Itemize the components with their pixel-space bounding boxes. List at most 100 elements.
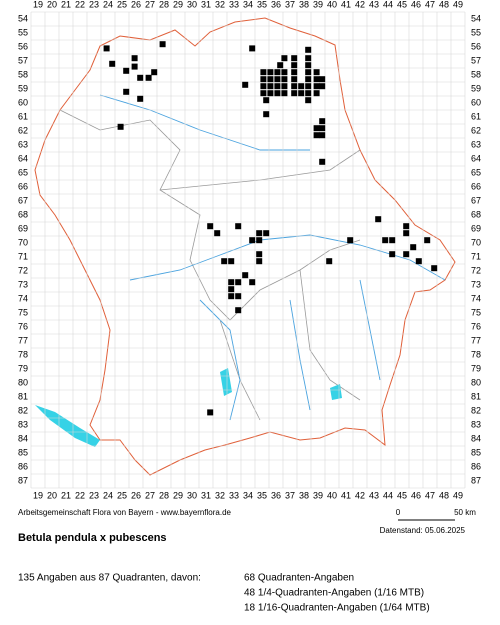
- row-label: 83: [18, 419, 28, 429]
- row-label: 83: [471, 419, 481, 429]
- occurrence: [305, 69, 312, 76]
- row-label: 62: [471, 125, 481, 135]
- occurrence: [291, 55, 298, 62]
- occurrence: [313, 83, 320, 90]
- occurrence: [123, 88, 130, 95]
- occurrence: [291, 69, 298, 76]
- occurrence: [319, 118, 326, 125]
- row-label: 75: [18, 307, 28, 317]
- date: Datenstand: 05.06.2025: [380, 526, 466, 535]
- occurrence: [260, 69, 267, 76]
- occurrence: [235, 279, 242, 286]
- occurrence: [375, 216, 382, 223]
- column-label: 47: [425, 490, 435, 500]
- occurrence: [260, 83, 267, 90]
- row-label: 85: [18, 447, 28, 457]
- column-label: 36: [271, 0, 281, 9]
- column-label: 20: [47, 0, 57, 9]
- occurrence: [410, 244, 417, 251]
- occurrence: [389, 237, 396, 244]
- row-label: 80: [471, 377, 481, 387]
- row-label: 71: [18, 251, 28, 261]
- occurrence: [103, 45, 110, 52]
- row-label: 69: [18, 223, 28, 233]
- row-label: 73: [471, 279, 481, 289]
- column-label: 41: [341, 490, 351, 500]
- column-label: 19: [33, 0, 43, 9]
- occurrence: [313, 69, 320, 76]
- occurrence: [291, 83, 298, 90]
- column-label: 43: [369, 490, 379, 500]
- occurrence: [403, 251, 410, 258]
- occurrence: [235, 307, 242, 314]
- occurrence: [249, 45, 256, 52]
- column-label: 42: [355, 490, 365, 500]
- column-label: 32: [215, 0, 225, 9]
- occurrence: [291, 76, 298, 83]
- column-label: 28: [159, 490, 169, 500]
- row-label: 82: [18, 405, 28, 415]
- occurrence: [263, 97, 270, 104]
- column-label: 48: [439, 490, 449, 500]
- occurrence: [382, 237, 389, 244]
- occurrence: [228, 258, 235, 265]
- column-label: 49: [453, 0, 463, 9]
- row-label: 73: [18, 279, 28, 289]
- occurrence: [274, 69, 281, 76]
- column-label: 37: [285, 490, 295, 500]
- occurrence: [249, 237, 256, 244]
- occurrence: [403, 223, 410, 230]
- row-label: 78: [18, 349, 28, 359]
- occurrence: [151, 69, 158, 76]
- row-label: 56: [18, 41, 28, 51]
- scale-start: 0: [396, 508, 401, 517]
- row-label: 81: [471, 391, 481, 401]
- column-label: 30: [187, 0, 197, 9]
- column-label: 27: [145, 0, 155, 9]
- occurrence: [221, 258, 228, 265]
- row-label: 70: [18, 237, 28, 247]
- column-label: 24: [103, 0, 113, 9]
- row-label: 72: [18, 265, 28, 275]
- row-label: 65: [471, 167, 481, 177]
- occurrence: [137, 95, 144, 102]
- row-label: 61: [471, 111, 481, 121]
- occurrence: [298, 83, 305, 90]
- column-label: 33: [229, 0, 239, 9]
- occurrence: [305, 76, 312, 83]
- occurrence: [277, 62, 284, 69]
- occurrence: [305, 97, 312, 104]
- row-label: 61: [18, 111, 28, 121]
- occurrence: [267, 90, 274, 97]
- row-label: 71: [471, 251, 481, 261]
- column-label: 27: [145, 490, 155, 500]
- grid-labels: 19 19 20 20 21 21 22 22 23 23 24 24 25 25 26 26 27 27 28 28…: [18, 0, 481, 500]
- column-label: 43: [369, 0, 379, 9]
- row-label: 59: [471, 83, 481, 93]
- river: [99, 94, 446, 421]
- column-label: 21: [61, 0, 71, 9]
- occurrence: [431, 265, 438, 272]
- column-label: 24: [103, 490, 113, 500]
- row-label: 60: [18, 97, 28, 107]
- column-label: 36: [271, 490, 281, 500]
- row-label: 77: [471, 335, 481, 345]
- row-label: 66: [18, 181, 28, 191]
- row-label: 63: [471, 139, 481, 149]
- occurrence: [267, 76, 274, 83]
- occurrence: [228, 286, 235, 293]
- occurrence: [267, 69, 274, 76]
- summary: 135 Angaben aus 87 Quadranten, davon:: [18, 573, 201, 584]
- count-line: 18 1/16-Quadranten-Angaben (1/64 MTB): [244, 603, 430, 614]
- occurrence: [109, 60, 116, 67]
- row-label: 55: [471, 27, 481, 37]
- row-label: 70: [471, 237, 481, 247]
- occurrence: [256, 237, 263, 244]
- occurrence: [313, 132, 320, 139]
- state-border: [34, 17, 456, 476]
- row-label: 54: [18, 13, 28, 23]
- column-label: 48: [439, 0, 449, 9]
- column-label: 30: [187, 490, 197, 500]
- occurrence: [313, 125, 320, 132]
- occurrence: [228, 279, 235, 286]
